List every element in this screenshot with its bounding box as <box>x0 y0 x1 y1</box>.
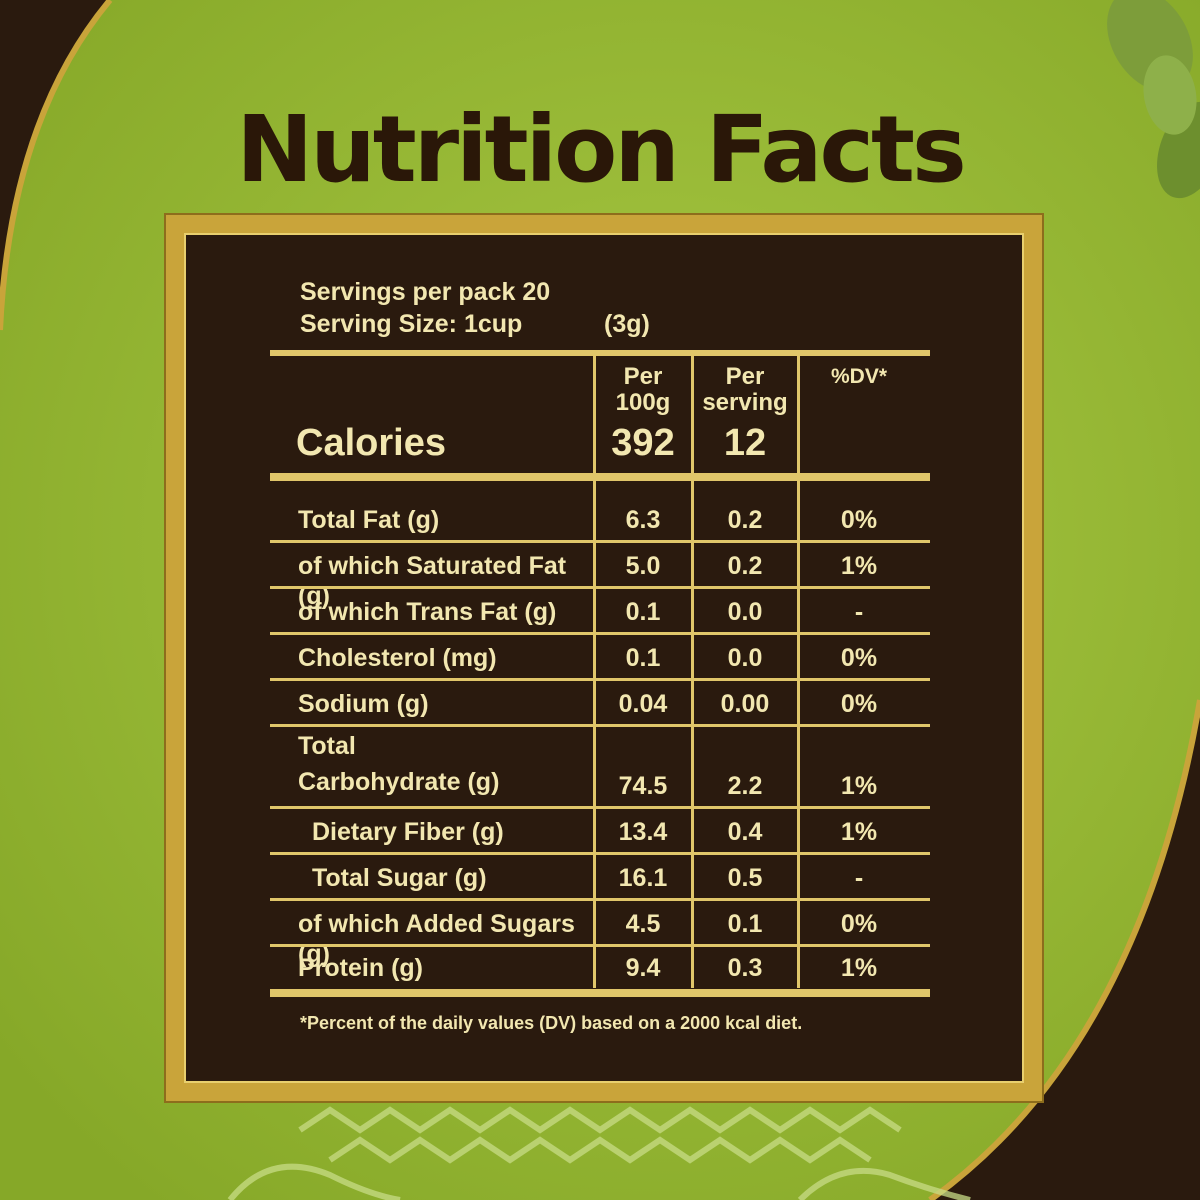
row-divider <box>270 852 930 855</box>
calories-per-100g: 392 <box>611 422 675 464</box>
row-per-100g: 0.04 <box>618 690 668 718</box>
row-per-serving: 0.4 <box>727 818 763 846</box>
row-per-100g: 5.0 <box>625 552 661 580</box>
row-dv: 1% <box>840 772 878 800</box>
row-label: Dietary Fiber (g) <box>312 818 504 846</box>
row-label: Cholesterol (mg) <box>298 644 497 672</box>
serving-size-grams: (3g) <box>604 310 650 338</box>
row-label-line2: Carbohydrate (g) <box>298 768 500 796</box>
row-per-100g: 0.1 <box>625 644 661 672</box>
row-divider <box>270 632 930 635</box>
column-divider <box>797 356 800 988</box>
row-divider <box>270 540 930 543</box>
row-dv: 1% <box>840 818 878 846</box>
row-per-serving: 0.0 <box>727 598 763 626</box>
calories-label: Calories <box>296 422 446 464</box>
row-dv: - <box>854 598 864 626</box>
calories-per-serving: 12 <box>723 422 767 464</box>
row-per-serving: 0.2 <box>727 552 763 580</box>
row-dv: 0% <box>840 506 878 534</box>
row-dv: 1% <box>840 954 878 982</box>
row-per-100g: 0.1 <box>625 598 661 626</box>
row-per-serving: 0.1 <box>727 910 763 938</box>
row-per-serving: 0.0 <box>727 644 763 672</box>
row-per-serving: 2.2 <box>727 772 763 800</box>
row-dv: - <box>854 864 864 892</box>
row-divider <box>270 944 930 947</box>
header-per-serving: Per serving <box>702 363 788 416</box>
row-dv: 0% <box>840 690 878 718</box>
header-dv: %DV* <box>830 365 888 388</box>
row-per-serving: 0.3 <box>727 954 763 982</box>
row-per-100g: 4.5 <box>625 910 661 938</box>
row-divider <box>270 724 930 727</box>
page-title: Nutrition Facts <box>236 96 966 203</box>
row-label: Protein (g) <box>298 954 423 982</box>
row-divider <box>270 678 930 681</box>
row-label: Sodium (g) <box>298 690 429 718</box>
row-per-100g: 6.3 <box>625 506 661 534</box>
row-divider <box>270 806 930 809</box>
calories-rule <box>270 473 930 481</box>
row-per-100g: 16.1 <box>618 864 668 892</box>
row-per-100g: 13.4 <box>618 818 668 846</box>
servings-per-pack: Servings per pack 20 <box>300 278 551 306</box>
row-per-100g: 9.4 <box>625 954 661 982</box>
row-dv: 1% <box>840 552 878 580</box>
row-label: Total <box>298 732 356 760</box>
table-top-rule <box>270 350 930 356</box>
row-divider <box>270 898 930 901</box>
table-bottom-rule <box>270 989 930 997</box>
serving-size: Serving Size: 1cup <box>300 310 523 338</box>
servings-info: Servings per pack 20 Serving Size: 1cup <box>300 276 550 340</box>
nutrition-panel <box>166 215 1042 1101</box>
footnote: *Percent of the daily values (DV) based … <box>300 1013 803 1033</box>
row-label: of which Trans Fat (g) <box>298 598 557 626</box>
geometric-pattern-icon <box>227 1106 971 1200</box>
row-divider <box>270 586 930 589</box>
row-dv: 0% <box>840 644 878 672</box>
header-per-100g: Per 100g <box>615 363 671 416</box>
row-label: Total Fat (g) <box>298 506 440 534</box>
row-label: of which Saturated Fat (g) <box>298 552 567 610</box>
row-per-serving: 0.2 <box>727 506 763 534</box>
column-divider <box>593 356 596 988</box>
row-per-serving: 0.00 <box>720 690 770 718</box>
row-label: Total Sugar (g) <box>312 864 487 892</box>
row-per-100g: 74.5 <box>618 772 668 800</box>
row-per-serving: 0.5 <box>727 864 763 892</box>
row-dv: 0% <box>840 910 878 938</box>
cardamom-pods-icon <box>1107 0 1200 199</box>
column-divider <box>691 356 694 988</box>
